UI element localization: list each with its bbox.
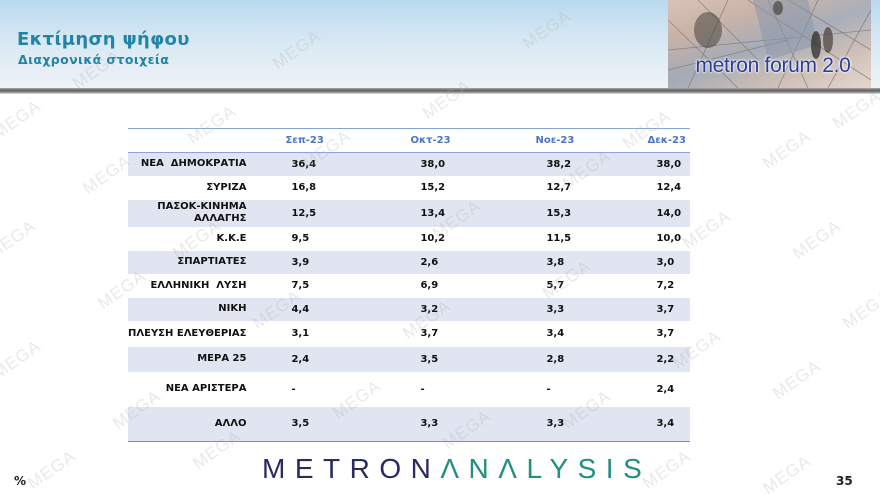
table-row: Κ.Κ.Ε 9,5 10,2 11,5 10,0 [128, 227, 690, 251]
watermark-text: MEGA [759, 451, 815, 495]
value-cell: 3,5 [388, 346, 512, 372]
party-name: ΠΛΕΥΣΗ ΕΛΕΥΘΕΡΙΑΣ [128, 327, 247, 339]
watermark-text: MEGA [24, 446, 80, 493]
value-cell: 3,4 [546, 328, 565, 339]
logo-part-metron: METRON [262, 453, 441, 484]
value-cell: 3,7 [624, 297, 690, 321]
vote-estimate-table: Σεπ-23 Οκτ-23 Νοε-23 Δεκ-23 ΝΕΑ ΔΗΜΟΚΡΑΤ… [128, 128, 690, 442]
table-header-row: Σεπ-23 Οκτ-23 Νοε-23 Δεκ-23 [128, 128, 690, 153]
value-cell: 7,5 [291, 280, 310, 291]
page-number: 35 [836, 474, 853, 488]
value-cell: 12,7 [546, 182, 572, 193]
brand-badge-text: metron forum 2.0 [695, 54, 851, 77]
value-cell: 2,4 [259, 346, 389, 372]
value-cell: 38,2 [511, 152, 625, 176]
value-cell: 9,5 [291, 233, 310, 244]
party-name: ΝΕΑ ΑΡΙΣΤΕΡΑ [165, 383, 247, 394]
watermark-text: MEGA [0, 336, 45, 383]
value-cell: 2,6 [388, 250, 512, 274]
value-cell: 3,7 [420, 328, 439, 339]
value-cell: 10,2 [420, 233, 446, 244]
table-row: ΣΠΑΡΤΙΑΤΕΣ 3,9 2,6 3,8 3,0 [128, 250, 690, 274]
watermark-text: MEGA [789, 216, 845, 263]
value-cell: 13,4 [388, 199, 512, 227]
metron-forum-badge: metron forum 2.0 [668, 0, 871, 88]
value-cell: 14,0 [624, 199, 690, 227]
watermark-text: MEGA [0, 216, 40, 263]
party-name: ΠΑΣΟΚ-ΚΙΝΗΜΑ ΑΛΛΑΓΗΣ [128, 199, 260, 227]
column-header-sep: Σεπ-23 [259, 128, 389, 153]
watermark-text: MEGA [769, 356, 825, 403]
column-header-dec: Δεκ-23 [624, 128, 690, 153]
party-name: ΣΠΑΡΤΙΑΤΕΣ [128, 250, 260, 274]
value-cell: - [420, 383, 425, 395]
table-row: ΠΛΕΥΣΗ ΕΛΕΥΘΕΡΙΑΣ 3,1 3,7 3,4 3,7 [128, 321, 690, 347]
value-cell: 5,7 [546, 280, 565, 291]
value-cell: 15,2 [420, 182, 446, 193]
unit-label: % [14, 474, 27, 488]
table-row: ΜΕΡΑ 25 2,4 3,5 2,8 2,2 [128, 346, 690, 372]
value-cell: 12,4 [656, 182, 682, 193]
value-cell: 38,0 [388, 152, 512, 176]
value-cell: 3,9 [259, 250, 389, 274]
value-cell: 3,3 [511, 297, 625, 321]
value-cell: 7,2 [656, 280, 675, 291]
slide-header: Εκτίμηση ψήφου Διαχρονικά στοιχεία metro… [0, 0, 880, 88]
watermark-text: MEGA [839, 286, 880, 333]
value-cell: - [546, 383, 551, 395]
value-cell: 3,0 [624, 250, 690, 274]
column-header-oct: Οκτ-23 [388, 128, 512, 153]
column-header-nov: Νοε-23 [511, 128, 625, 153]
logo-part-analysis: ΛNΛLYSIS [440, 453, 652, 484]
party-name: ΑΛΛΟ [128, 406, 260, 442]
table-row: ΝΙΚΗ 4,4 3,2 3,3 3,7 [128, 297, 690, 321]
value-cell: 12,5 [259, 199, 389, 227]
value-cell: 6,9 [420, 280, 439, 291]
value-cell: 3,4 [624, 406, 690, 442]
value-cell: 16,8 [291, 182, 317, 193]
value-cell: 15,3 [511, 199, 625, 227]
value-cell: 36,4 [259, 152, 389, 176]
column-header-party [128, 128, 260, 153]
value-cell: - [291, 383, 296, 395]
table-row: ΕΛΛΗΝΙΚΗ ΛΥΣΗ 7,5 6,9 5,7 7,2 [128, 274, 690, 298]
table-row: ΝΕΑ ΑΡΙΣΤΕΡΑ - - - 2,4 [128, 372, 690, 407]
value-cell: 3,7 [656, 328, 675, 339]
value-cell: 3,2 [388, 297, 512, 321]
value-cell: 2,8 [511, 346, 625, 372]
watermark-text: MEGA [0, 96, 45, 143]
value-cell: 3,3 [511, 406, 625, 442]
slide-subtitle: Διαχρονικά στοιχεία [18, 52, 170, 67]
table-row: ΑΛΛΟ 3,5 3,3 3,3 3,4 [128, 406, 690, 442]
value-cell: 2,2 [624, 346, 690, 372]
party-name: ΣΥΡΙΖΑ [206, 181, 247, 193]
value-cell: 3,3 [388, 406, 512, 442]
table-row: ΠΑΣΟΚ-ΚΙΝΗΜΑ ΑΛΛΑΓΗΣ 12,5 13,4 15,3 14,0 [128, 199, 690, 227]
value-cell: 3,5 [259, 406, 389, 442]
party-name: Κ.Κ.Ε [216, 232, 247, 244]
value-cell: 2,4 [656, 383, 675, 395]
table-row: ΝΕΑ ΔΗΜΟΚΡΑΤΙΑ 36,4 38,0 38,2 38,0 [128, 152, 690, 176]
watermark-text: MEGA [79, 151, 135, 198]
party-name: ΕΛΛΗΝΙΚΗ ΛΥΣΗ [150, 279, 247, 291]
value-cell: 3,8 [511, 250, 625, 274]
value-cell: 10,0 [656, 233, 682, 244]
value-cell: 11,5 [546, 233, 572, 244]
header-divider [0, 88, 880, 94]
party-name: ΝΙΚΗ [128, 297, 260, 321]
party-name: ΝΕΑ ΔΗΜΟΚΡΑΤΙΑ [128, 152, 260, 176]
value-cell: 3,1 [291, 328, 310, 339]
table-row: ΣΥΡΙΖΑ 16,8 15,2 12,7 12,4 [128, 176, 690, 200]
value-cell: 4,4 [259, 297, 389, 321]
watermark-text: MEGA [759, 126, 815, 173]
slide-title: Εκτίμηση ψήφου [17, 29, 190, 50]
party-name: ΜΕΡΑ 25 [128, 346, 260, 372]
photo-collage-icon [668, 0, 871, 88]
metron-analysis-logo: METRONΛNΛLYSIS [262, 452, 651, 486]
value-cell: 38,0 [624, 152, 690, 176]
